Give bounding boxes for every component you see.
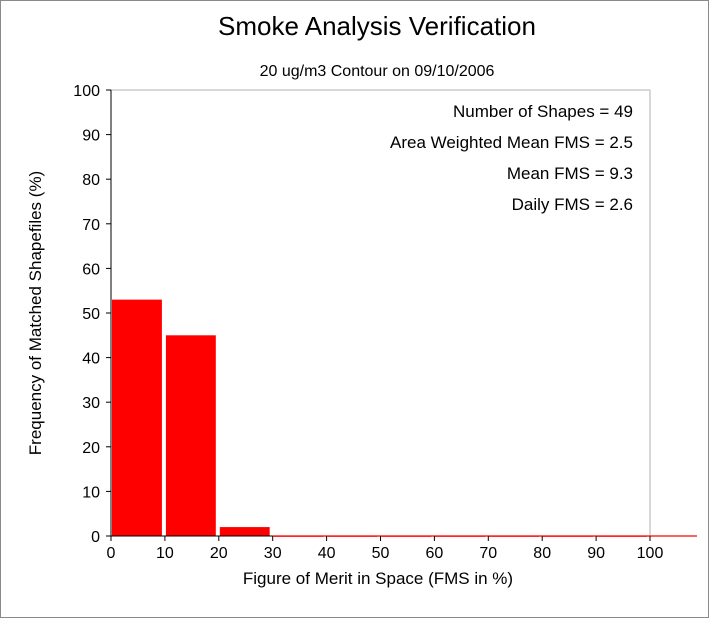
x-tick-label: 0 bbox=[107, 545, 116, 562]
stats-annotation: Mean FMS = 9.3 bbox=[507, 164, 633, 183]
stats-annotation: Area Weighted Mean FMS = 2.5 bbox=[390, 133, 633, 152]
y-tick-label: 90 bbox=[82, 128, 100, 145]
y-tick-label: 20 bbox=[82, 440, 100, 457]
y-tick-label: 50 bbox=[82, 306, 100, 323]
x-tick-label: 30 bbox=[264, 545, 282, 562]
x-tick-label: 20 bbox=[210, 545, 228, 562]
chart-title: Smoke Analysis Verification bbox=[218, 11, 536, 41]
y-tick-label: 80 bbox=[82, 172, 100, 189]
x-tick-label: 60 bbox=[426, 545, 444, 562]
x-tick-label: 90 bbox=[587, 545, 605, 562]
plot-area bbox=[111, 89, 651, 536]
stats-annotation: Daily FMS = 2.6 bbox=[512, 195, 633, 214]
stats-annotations: Number of Shapes = 49 Area Weighted Mean … bbox=[390, 102, 633, 214]
x-tick-label: 80 bbox=[533, 545, 551, 562]
y-tick-label: 10 bbox=[82, 484, 100, 501]
x-tick-label: 50 bbox=[372, 545, 390, 562]
y-tick-label: 40 bbox=[82, 351, 100, 368]
x-tick-label: 10 bbox=[156, 545, 174, 562]
x-tick-label: 100 bbox=[637, 545, 664, 562]
y-tick-label: 30 bbox=[82, 395, 100, 412]
bars bbox=[112, 299, 697, 537]
y-tick-label: 100 bbox=[73, 83, 100, 100]
y-axis-label: Frequency of Matched Shapefiles (%) bbox=[26, 171, 45, 455]
x-axis-label: Figure of Merit in Space (FMS in %) bbox=[243, 569, 513, 588]
x-tick-label: 70 bbox=[479, 545, 497, 562]
axes: 0 10 20 30 40 50 60 70 80 90 100 0 10 20 30 40 50 60 70 80 9… bbox=[73, 83, 663, 562]
histogram-bar bbox=[112, 299, 162, 536]
histogram-bar bbox=[219, 527, 270, 536]
histogram-bar bbox=[165, 335, 216, 536]
y-tick-label: 60 bbox=[82, 261, 100, 278]
y-tick-label: 70 bbox=[82, 217, 100, 234]
x-tick-label: 40 bbox=[318, 545, 336, 562]
y-tick-label: 0 bbox=[91, 529, 100, 546]
chart-subtitle: 20 ug/m3 Contour on 09/10/2006 bbox=[260, 63, 495, 80]
stats-annotation: Number of Shapes = 49 bbox=[453, 102, 633, 121]
